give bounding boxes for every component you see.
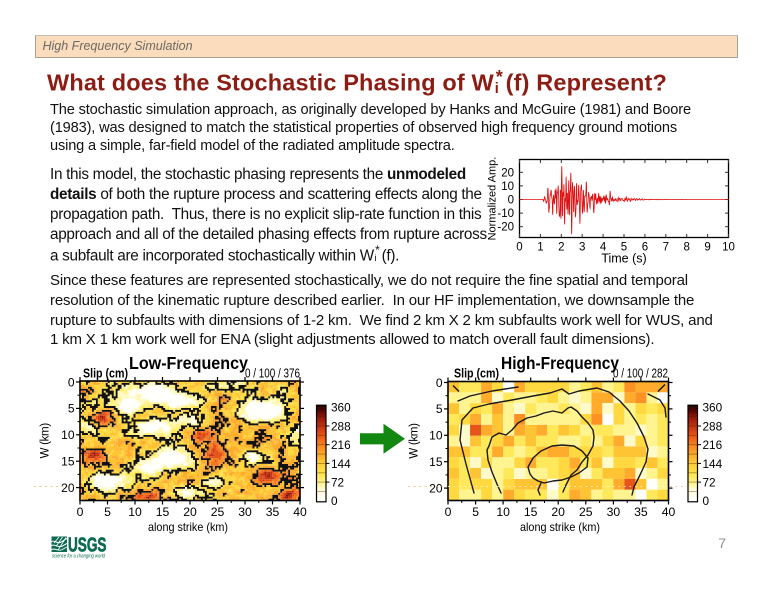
svg-text:5: 5	[104, 505, 111, 519]
svg-text:10: 10	[501, 181, 514, 193]
svg-text:20: 20	[501, 167, 514, 179]
svg-text:288: 288	[703, 419, 723, 433]
svg-text:Slip (cm): Slip (cm)	[83, 367, 128, 381]
svg-text:25: 25	[211, 505, 225, 519]
svg-text:0: 0	[436, 376, 443, 390]
svg-text:0 / 100 / 376: 0 / 100 / 376	[245, 367, 300, 381]
svg-text:Low-Frequency: Low-Frequency	[129, 353, 248, 373]
svg-text:5: 5	[472, 505, 479, 519]
svg-text:10: 10	[61, 428, 75, 442]
svg-text:15: 15	[61, 455, 75, 469]
svg-text:5: 5	[436, 402, 443, 416]
svg-text:2: 2	[558, 242, 564, 254]
svg-text:10: 10	[128, 505, 142, 519]
svg-text:W (km): W (km)	[39, 423, 51, 459]
svg-text:High-Frequency: High-Frequency	[501, 353, 619, 373]
svg-text:W (km): W (km)	[409, 423, 421, 459]
svg-text:20: 20	[61, 481, 75, 495]
svg-text:0: 0	[77, 505, 84, 519]
svg-text:1: 1	[537, 242, 543, 254]
svg-text:288: 288	[331, 419, 351, 433]
svg-text:7: 7	[718, 535, 726, 551]
svg-text:7: 7	[663, 242, 669, 254]
svg-text:360: 360	[331, 401, 351, 415]
svg-text:30: 30	[607, 505, 621, 519]
svg-text:20: 20	[551, 505, 565, 519]
svg-text:along strike (km): along strike (km)	[520, 520, 600, 534]
svg-text:0: 0	[703, 494, 710, 508]
svg-text:-10: -10	[497, 208, 514, 220]
svg-text:6: 6	[642, 242, 648, 254]
svg-text:40: 40	[293, 505, 307, 519]
svg-text:72: 72	[331, 476, 344, 490]
svg-text:72: 72	[703, 476, 716, 490]
svg-text:25: 25	[579, 505, 593, 519]
svg-text:10: 10	[429, 429, 443, 443]
svg-text:144: 144	[703, 457, 723, 471]
svg-text:Time (s): Time (s)	[601, 252, 646, 266]
svg-text:40: 40	[662, 505, 676, 519]
svg-text:15: 15	[156, 505, 170, 519]
svg-text:4: 4	[600, 242, 607, 254]
svg-text:5: 5	[621, 242, 627, 254]
svg-text:144: 144	[331, 457, 351, 471]
svg-text:360: 360	[703, 401, 723, 415]
svg-text:20: 20	[183, 505, 197, 519]
svg-text:0: 0	[331, 494, 338, 508]
svg-text:35: 35	[634, 505, 648, 519]
svg-text:15: 15	[429, 455, 443, 469]
svg-text:Slip (cm): Slip (cm)	[454, 367, 499, 381]
svg-text:0: 0	[508, 195, 514, 207]
svg-text:9: 9	[704, 242, 710, 254]
svg-text:0: 0	[516, 242, 522, 254]
svg-text:216: 216	[331, 438, 351, 452]
svg-text:30: 30	[238, 505, 252, 519]
svg-text:15: 15	[524, 505, 538, 519]
svg-text:along strike (km): along strike (km)	[148, 520, 228, 534]
svg-text:0: 0	[68, 375, 75, 389]
svg-text:8: 8	[683, 242, 689, 254]
svg-text:216: 216	[703, 438, 723, 452]
svg-text:10: 10	[496, 505, 510, 519]
svg-text:-20: -20	[497, 222, 514, 234]
svg-text:0 / 100 / 282: 0 / 100 / 282	[613, 367, 668, 381]
svg-text:USGS: USGS	[68, 535, 107, 557]
svg-text:3: 3	[579, 242, 585, 254]
svg-text:5: 5	[68, 402, 75, 416]
svg-text:science for a changing world: science for a changing world	[52, 554, 106, 560]
svg-text:Normalized Amp.: Normalized Amp.	[487, 157, 499, 241]
svg-text:35: 35	[266, 505, 280, 519]
svg-text:10: 10	[722, 242, 735, 254]
svg-text:0: 0	[445, 505, 452, 519]
svg-text:20: 20	[429, 481, 443, 495]
